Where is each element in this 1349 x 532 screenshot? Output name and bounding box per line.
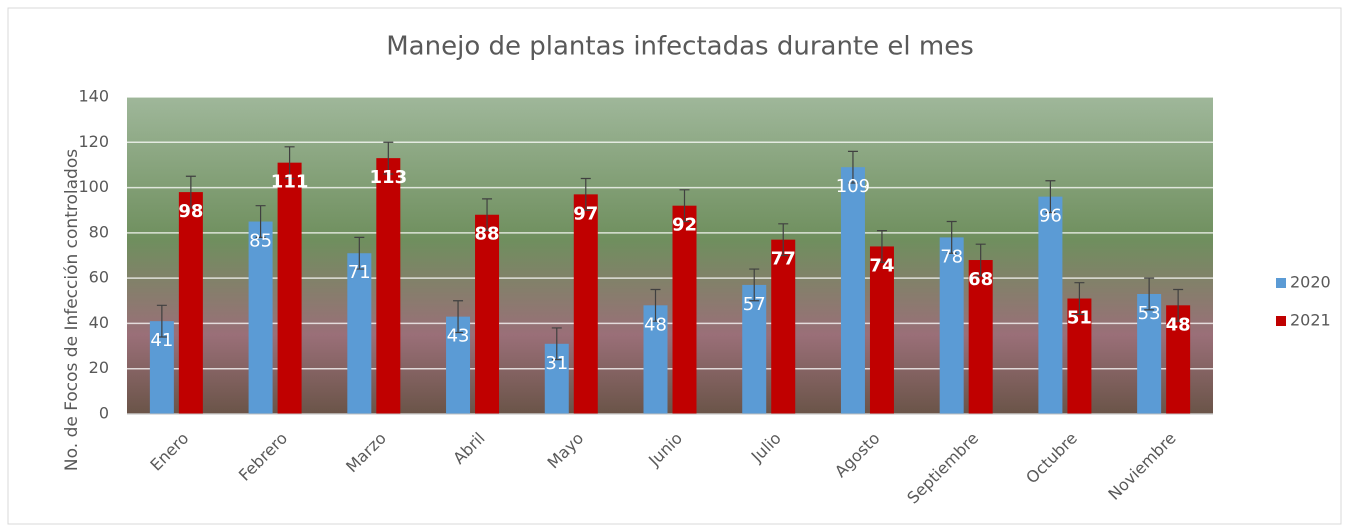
data-label: 109 [836,176,870,197]
data-label: 113 [370,167,408,188]
y-tick-label: 120 [78,132,109,151]
data-label: 98 [178,201,203,222]
data-label: 74 [869,255,894,276]
data-label: 51 [1067,308,1092,329]
legend-swatch [1276,316,1286,326]
chart: Manejo de plantas infectadas durante el … [0,0,1349,532]
legend-label: 2021 [1290,311,1331,330]
data-label: 85 [249,231,272,252]
data-label: 96 [1039,206,1062,227]
chart-title: Manejo de plantas infectadas durante el … [386,32,974,62]
data-label: 78 [940,246,963,267]
y-tick-label: 60 [89,268,109,287]
bar [278,163,302,414]
y-axis-label: No. de Focos de Infección controlados [62,149,82,471]
data-label: 97 [573,203,598,224]
data-label: 53 [1138,303,1161,324]
bar [179,192,203,414]
data-label: 48 [644,314,667,335]
data-label: 71 [348,262,371,283]
bar [841,167,865,414]
y-tick-label: 100 [78,177,109,196]
data-label: 43 [447,326,470,347]
y-tick-label: 20 [89,358,109,377]
data-label: 31 [545,353,568,374]
data-label: 111 [271,172,309,193]
y-tick-label: 0 [99,404,109,423]
data-label: 48 [1166,314,1191,335]
data-label: 57 [743,294,766,315]
data-label: 92 [672,215,697,236]
y-tick-label: 140 [78,87,109,106]
data-label: 77 [771,249,796,270]
y-tick-label: 40 [89,313,109,332]
legend-label: 2020 [1290,273,1331,292]
bar [1038,197,1062,414]
y-tick-label: 80 [89,222,109,241]
bar [574,194,598,414]
bar [376,158,400,414]
bar [673,206,697,414]
legend-swatch [1276,278,1286,288]
data-label: 88 [475,224,500,245]
data-label: 68 [968,269,993,290]
data-label: 41 [150,330,173,351]
